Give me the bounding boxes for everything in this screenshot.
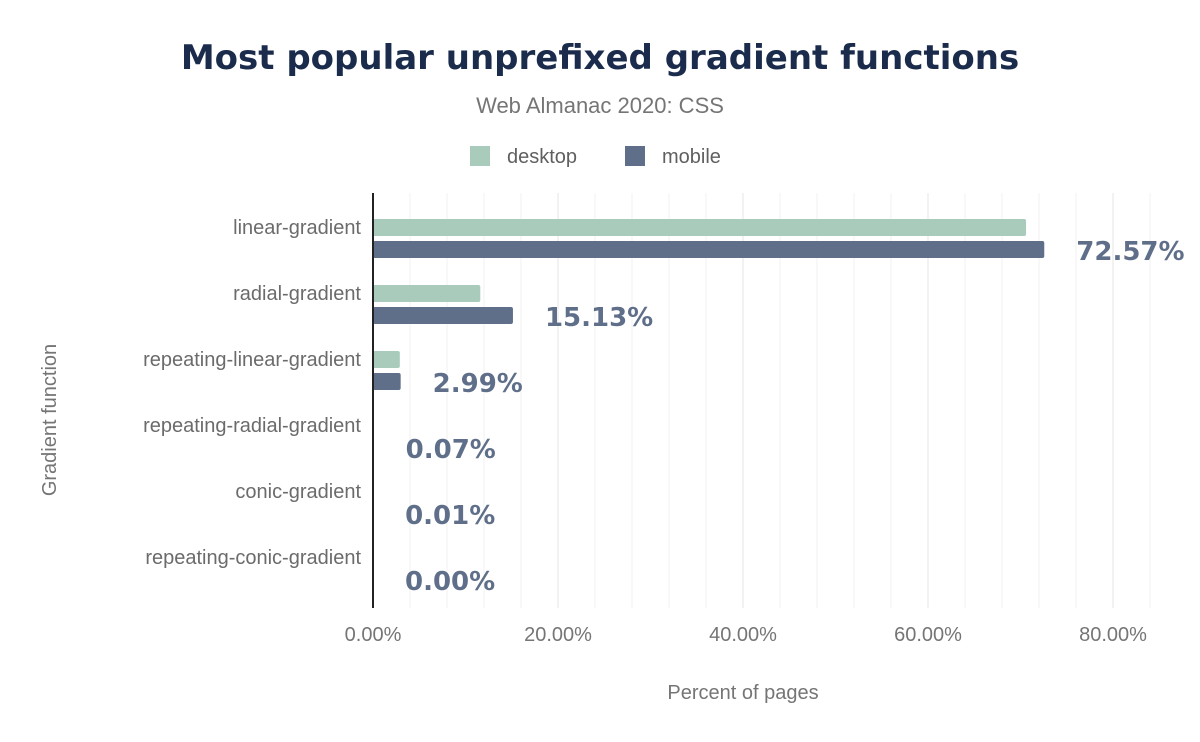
category-label: linear-gradient xyxy=(233,217,361,239)
x-tick-label: 20.00% xyxy=(524,624,592,646)
x-tick-label: 60.00% xyxy=(894,624,962,646)
chart-subtitle: Web Almanac 2020: CSS xyxy=(476,93,724,118)
legend-swatch-desktop xyxy=(470,146,490,166)
legend-label-desktop: desktop xyxy=(507,146,577,168)
data-label: 15.13% xyxy=(545,303,653,333)
y-axis-title: Gradient function xyxy=(39,344,61,496)
legend-label-mobile: mobile xyxy=(662,146,721,168)
x-tick-label: 0.00% xyxy=(345,624,402,646)
data-label: 2.99% xyxy=(433,369,523,399)
x-tick-label: 80.00% xyxy=(1079,624,1147,646)
bar-mobile xyxy=(373,307,513,324)
bar-mobile xyxy=(373,241,1045,258)
category-label: conic-gradient xyxy=(235,481,361,503)
bar-desktop xyxy=(373,219,1027,236)
data-label: 0.07% xyxy=(406,435,496,465)
x-tick-labels: 0.00% 20.00% 40.00% 60.00% 80.00% xyxy=(345,624,1147,646)
category-labels: linear-gradient radial-gradient repeating-… xyxy=(143,217,361,569)
category-label: repeating-conic-gradient xyxy=(145,547,361,569)
chart-title: Most popular unprefixed gradient functio… xyxy=(181,38,1019,78)
data-label: 72.57% xyxy=(1076,237,1184,267)
gridlines xyxy=(409,193,1151,608)
x-tick-label: 40.00% xyxy=(709,624,777,646)
data-label: 0.01% xyxy=(405,501,495,531)
data-label: 0.00% xyxy=(405,567,495,597)
bars xyxy=(373,219,1045,588)
category-label: repeating-linear-gradient xyxy=(143,349,361,371)
legend: desktop mobile xyxy=(470,146,721,168)
bar-desktop xyxy=(373,351,400,368)
data-labels: 72.57% 15.13% 2.99% 0.07% 0.01% 0.00% xyxy=(405,237,1185,597)
bar-desktop xyxy=(373,285,481,302)
x-axis-title: Percent of pages xyxy=(667,682,818,704)
legend-swatch-mobile xyxy=(625,146,645,166)
category-label: repeating-radial-gradient xyxy=(143,415,361,437)
bar-mobile xyxy=(373,373,401,390)
category-label: radial-gradient xyxy=(233,283,361,305)
